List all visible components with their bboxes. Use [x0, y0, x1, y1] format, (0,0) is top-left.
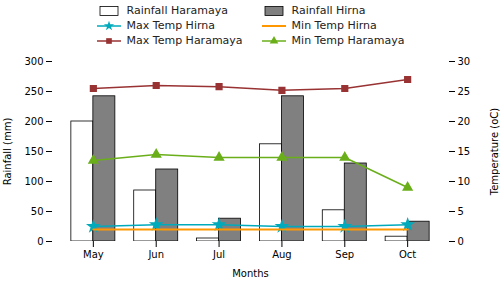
svg-text:May: May [83, 249, 104, 260]
svg-text:Aug: Aug [272, 249, 292, 260]
svg-text:Oct: Oct [399, 249, 416, 260]
svg-text:Sep: Sep [335, 249, 354, 260]
svg-text:5: 5 [458, 206, 464, 217]
svg-text:Months: Months [232, 268, 269, 279]
svg-text:0: 0 [37, 236, 43, 247]
svg-text:300: 300 [24, 56, 43, 67]
svg-text:100: 100 [24, 176, 43, 187]
svg-text:150: 150 [24, 146, 43, 157]
html-text:Min Temp Hirna: Min Temp Hirna [291, 19, 377, 32]
html-text:Rainfall Haramaya: Rainfall Haramaya [126, 4, 228, 17]
svg-text:25: 25 [458, 86, 471, 97]
svg-text:15: 15 [458, 146, 471, 157]
html-text:Rainfall Hirna: Rainfall Hirna [291, 4, 366, 17]
svg-text:Temperature (oC): Temperature (oC) [489, 108, 500, 197]
svg-text:Jun: Jun [147, 249, 164, 260]
svg-text:30: 30 [458, 56, 471, 67]
html-text:Min Temp Haramaya: Min Temp Haramaya [291, 34, 405, 47]
svg-text:0: 0 [458, 236, 464, 247]
svg-text:200: 200 [24, 116, 43, 127]
svg-text:10: 10 [458, 176, 471, 187]
svg-text:Jul: Jul [212, 249, 225, 260]
svg-text:20: 20 [458, 116, 471, 127]
svg-text:50: 50 [31, 206, 44, 217]
svg-text:250: 250 [24, 86, 43, 97]
html-text:Max Temp Hirna: Max Temp Hirna [126, 19, 215, 32]
html-text:Max Temp Haramaya: Max Temp Haramaya [126, 34, 243, 47]
svg-text:Rainfall (mm): Rainfall (mm) [2, 118, 13, 186]
